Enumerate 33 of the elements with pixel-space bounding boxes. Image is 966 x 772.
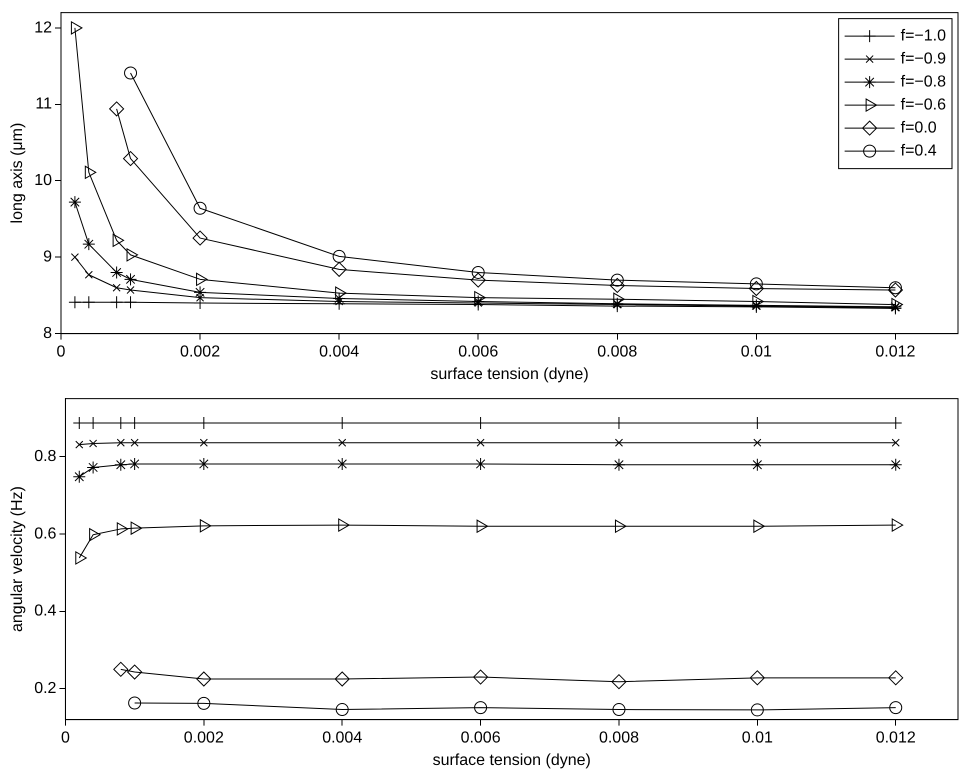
legend-label: f=0.4 <box>900 142 937 160</box>
x-tick-label: 0.01 <box>740 344 772 361</box>
y-tick-label: 0.6 <box>34 525 57 542</box>
x-tick-label: 0.004 <box>319 344 360 361</box>
x-tick-label: 0 <box>60 730 70 747</box>
x-axis-title: surface tension (dyne) <box>430 366 589 383</box>
y-tick-label: 12 <box>34 19 52 36</box>
x-tick-label: 0.002 <box>180 344 220 361</box>
x-tick-label: 0.01 <box>742 730 774 747</box>
y-tick-label: 8 <box>43 325 52 342</box>
x-tick-label: 0.004 <box>322 730 362 747</box>
x-tick-label: 0.002 <box>184 730 224 747</box>
y-axis-title: long axis (μm) <box>9 122 26 224</box>
legend-label: f=−0.8 <box>900 74 946 91</box>
y-axis-title: angular velocity (Hz) <box>9 486 26 632</box>
legend-label: f=−0.6 <box>900 96 946 114</box>
y-tick-label: 0.8 <box>34 448 57 466</box>
x-tick-label: 0.008 <box>598 730 640 747</box>
y-tick-label: 0.2 <box>34 680 57 698</box>
x-tick-label: 0.012 <box>876 730 916 747</box>
x-tick-label: 0.006 <box>460 730 501 747</box>
y-tick-label: 11 <box>35 96 52 113</box>
x-tick-label: 0.006 <box>458 344 498 361</box>
y-tick-label: 10 <box>34 172 52 190</box>
legend-label: f=−0.9 <box>900 50 946 68</box>
legend-label: f=0.0 <box>900 120 937 137</box>
y-tick-label: 0.4 <box>34 602 57 620</box>
x-tick-label: 0 <box>56 344 66 361</box>
legend-label: f=−1.0 <box>900 28 946 45</box>
x-tick-label: 0.012 <box>875 344 916 361</box>
x-axis-title: surface tension (dyne) <box>432 752 591 769</box>
y-tick-label: 9 <box>43 248 52 266</box>
x-tick-label: 0.008 <box>597 344 638 361</box>
